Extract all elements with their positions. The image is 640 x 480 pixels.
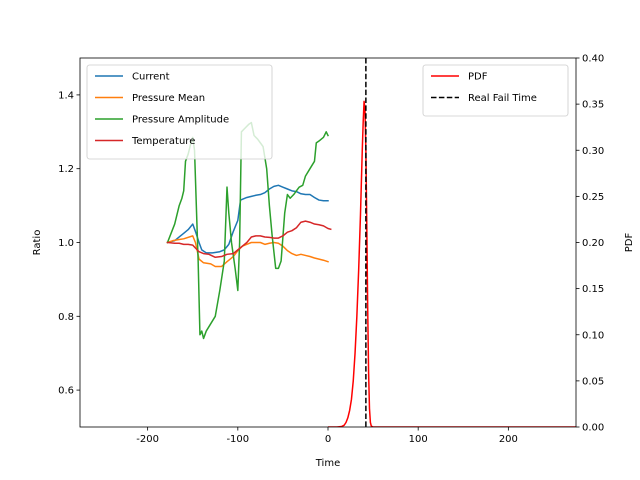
legend-label: Real Fail Time <box>468 93 537 104</box>
right-y-tick-label: 0.00 <box>582 423 604 434</box>
legend-left-frame <box>86 64 273 160</box>
series-line-pdf <box>328 100 576 427</box>
x-tick-label: 200 <box>499 434 518 445</box>
axes: -200 -100 0 100 200 0.6 0.8 1.0 1.2 1.4 0.00 0.05 0.… <box>32 54 635 470</box>
left-y-axis-label: Ratio <box>32 230 43 256</box>
x-axis-label: Time <box>315 458 340 469</box>
x-tick-label: 0 <box>325 434 331 445</box>
legend-left: Current Pressure Mean Pressure Amplitude Te… <box>86 64 273 160</box>
right-y-tick-label: 0.25 <box>582 192 604 203</box>
left-y-tick-label: 0.6 <box>58 386 74 397</box>
right-y-tick-label: 0.40 <box>582 54 604 65</box>
legend-right-frame <box>422 64 569 117</box>
right-y-tick-label: 0.05 <box>582 376 604 387</box>
right-y-tick-label: 0.10 <box>582 330 604 341</box>
left-y-tick-label: 1.4 <box>58 90 74 101</box>
x-tick-label: 100 <box>409 434 428 445</box>
right-y-tick-label: 0.20 <box>582 238 604 249</box>
x-tick-label: -100 <box>226 434 249 445</box>
legend-right: PDF Real Fail Time <box>422 64 569 117</box>
right-y-tick-label: 0.35 <box>582 100 604 111</box>
legend-label: Pressure Mean <box>132 93 205 104</box>
series-line-temperature <box>166 220 332 259</box>
right-y-tick-label: 0.15 <box>582 284 604 295</box>
legend-label: Temperature <box>131 136 195 147</box>
left-y-tick-label: 1.0 <box>58 238 74 249</box>
right-y-axis-label: PDF <box>624 233 635 253</box>
legend-label: Current <box>132 72 170 83</box>
left-y-tick-label: 1.2 <box>58 164 74 175</box>
left-y-tick-label: 0.8 <box>58 312 74 323</box>
right-y-tick-label: 0.30 <box>582 146 604 157</box>
legend-label: PDF <box>468 72 488 83</box>
legend-label: Pressure Amplitude <box>132 115 229 126</box>
series-line-current <box>166 184 329 254</box>
x-tick-label: -200 <box>136 434 159 445</box>
